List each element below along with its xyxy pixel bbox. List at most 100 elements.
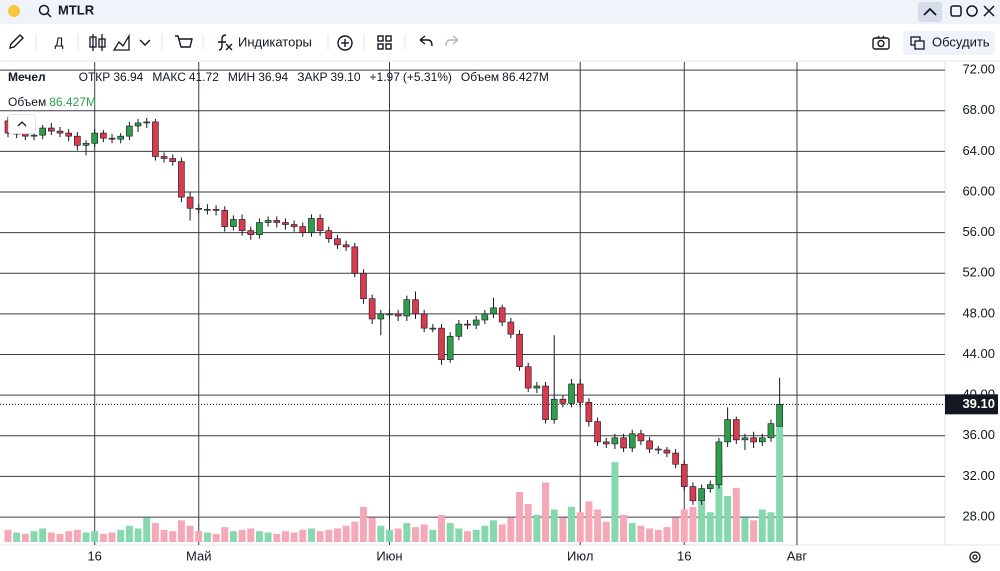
volume-bar [325, 529, 333, 542]
candle-body [412, 299, 419, 315]
legend-change-pct: (+5.31%) [402, 70, 452, 84]
volume-bar [646, 528, 654, 542]
candle-body [585, 401, 593, 422]
indicators-button[interactable]: Индикаторы [238, 34, 312, 49]
volume-bar [429, 529, 437, 542]
candle-body [134, 122, 142, 127]
candle-body [750, 437, 757, 443]
candle-body [689, 486, 697, 502]
chart-type-menu[interactable] [139, 39, 151, 46]
volume-bar [533, 514, 541, 542]
window-button[interactable] [966, 5, 978, 17]
add-icon[interactable] [337, 35, 353, 51]
volume-bar [65, 531, 73, 542]
legend-value: 36.94 [113, 70, 144, 84]
candle-body [126, 125, 133, 137]
interval[interactable]: Д [55, 34, 64, 49]
volume-bar [4, 529, 12, 542]
candles-icon[interactable] [89, 34, 106, 51]
volume-bar [498, 524, 506, 542]
collapse-legend-button[interactable] [8, 114, 36, 134]
candle-body [273, 220, 281, 223]
y-tick-label: 56.00 [962, 224, 995, 239]
candle-body [568, 383, 575, 404]
volume-bar [490, 520, 498, 542]
volume-bar [420, 524, 428, 542]
redo-icon[interactable] [445, 35, 459, 47]
candle-body [247, 230, 255, 235]
candle-body [646, 440, 653, 450]
candle-body [576, 383, 584, 403]
volume-bar [576, 512, 584, 542]
candle-body [316, 218, 324, 231]
candle-body [394, 313, 402, 317]
x-tick-label: Авг [787, 548, 808, 563]
volume-bar [299, 529, 307, 542]
volume-bar [125, 525, 133, 542]
volume-legend: Объем 86.427M [8, 95, 96, 109]
candle-body [290, 224, 298, 227]
volume-bar [99, 533, 107, 542]
collapse-button[interactable] [918, 2, 942, 22]
volume-bar [203, 532, 211, 542]
indicators-icon[interactable] [218, 34, 233, 51]
candle-body [351, 246, 359, 274]
candle-body [438, 327, 445, 360]
y-tick-label: 64.00 [962, 143, 995, 158]
volume-bar [186, 525, 194, 542]
volume-bar [160, 529, 168, 542]
volume-bar [307, 528, 315, 542]
volume-bar [758, 509, 766, 542]
candle-body [56, 130, 64, 134]
area-icon[interactable] [112, 33, 130, 51]
volume-bar [333, 528, 341, 542]
volume-bar [368, 517, 376, 542]
candle-body [672, 452, 679, 465]
candle-body [698, 488, 705, 502]
symbol[interactable]: MTLR [58, 2, 95, 17]
discuss-label: Обсудить [932, 34, 990, 49]
volume-bar [403, 523, 411, 542]
volume-bar [273, 533, 281, 542]
candle-body [117, 135, 125, 140]
candle-body [403, 299, 411, 317]
candle-body [100, 132, 107, 139]
volume-bar [481, 525, 489, 542]
snapshot-icon[interactable] [872, 35, 890, 50]
candle-body [299, 226, 307, 233]
candle-body [542, 385, 549, 420]
volume-bar [247, 528, 255, 542]
layout-icon[interactable] [377, 35, 392, 50]
y-tick-label: 32.00 [962, 468, 995, 483]
draw-icon[interactable] [9, 34, 24, 49]
y-tick-label: 60.00 [962, 183, 995, 198]
volume-bar [620, 514, 628, 542]
legend-value: 41.72 [188, 70, 219, 84]
volume-bar [602, 521, 610, 542]
collapse-legend-icon [17, 121, 27, 127]
volume-bar [472, 529, 480, 542]
legend-label: ОТКР [78, 70, 111, 84]
candle-body [82, 142, 90, 146]
discuss-button[interactable] [903, 31, 995, 55]
candle-body [732, 419, 740, 441]
settings-icon[interactable] [969, 551, 981, 563]
search-icon[interactable] [38, 4, 52, 18]
candle-body [490, 307, 497, 315]
candle-body [195, 207, 203, 210]
window-button[interactable] [950, 5, 962, 17]
close-button[interactable] [983, 5, 995, 17]
volume-bar [750, 520, 758, 542]
y-tick-label: 36.00 [962, 427, 995, 442]
undo-icon[interactable] [419, 35, 433, 47]
volume-bar [73, 529, 81, 542]
cart-icon[interactable] [175, 35, 193, 48]
volume-bar [680, 509, 688, 542]
candle-body [429, 327, 437, 330]
candle-body [308, 218, 315, 233]
volume-bar [377, 525, 385, 542]
app-dot [8, 5, 20, 17]
volume-bar [195, 531, 203, 542]
volume-bar [91, 531, 99, 542]
